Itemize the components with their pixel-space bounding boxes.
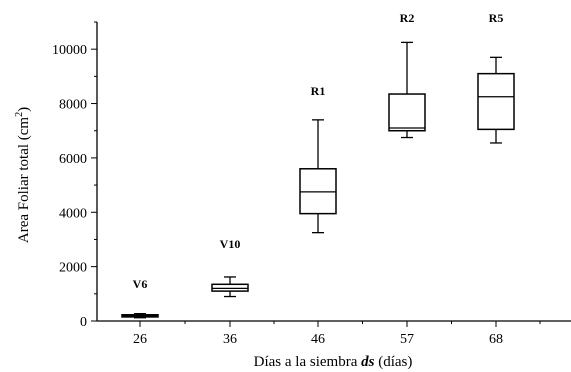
x-tick-label: 68 <box>489 332 503 347</box>
y-tick-label: 8000 <box>59 98 87 113</box>
y-tick-label: 6000 <box>59 152 87 167</box>
stage-label: R2 <box>400 11 415 25</box>
box-iqr <box>211 283 249 292</box>
box-iqr <box>299 168 337 215</box>
x-axis-title: Días a la siembra ds (días) <box>254 354 413 370</box>
y-axis-title: Area Foliar total (cm2) <box>14 107 32 243</box>
y-tick-label: 4000 <box>59 206 87 221</box>
x-tick-label: 46 <box>311 332 325 347</box>
x-tick-label: 36 <box>223 332 237 347</box>
x-tick-label: 26 <box>133 332 147 347</box>
y-axis-title-superscript: 2 <box>14 112 25 117</box>
y-tick-label: 0 <box>80 315 87 330</box>
plot-area: 0 2000 4000 6000 8000 10000 26 36 46 57 68 V6 V10 R1 R… <box>52 11 571 347</box>
stage-label: V6 <box>133 277 148 291</box>
stage-label: R5 <box>489 11 504 25</box>
box-iqr <box>477 72 515 131</box>
box-iqr <box>388 93 426 132</box>
y-tick-label: 2000 <box>59 261 87 276</box>
x-tick-label: 57 <box>400 332 414 347</box>
stage-label: R1 <box>311 84 326 98</box>
stage-label: V10 <box>220 237 241 251</box>
y-tick-label: 10000 <box>52 43 87 58</box>
